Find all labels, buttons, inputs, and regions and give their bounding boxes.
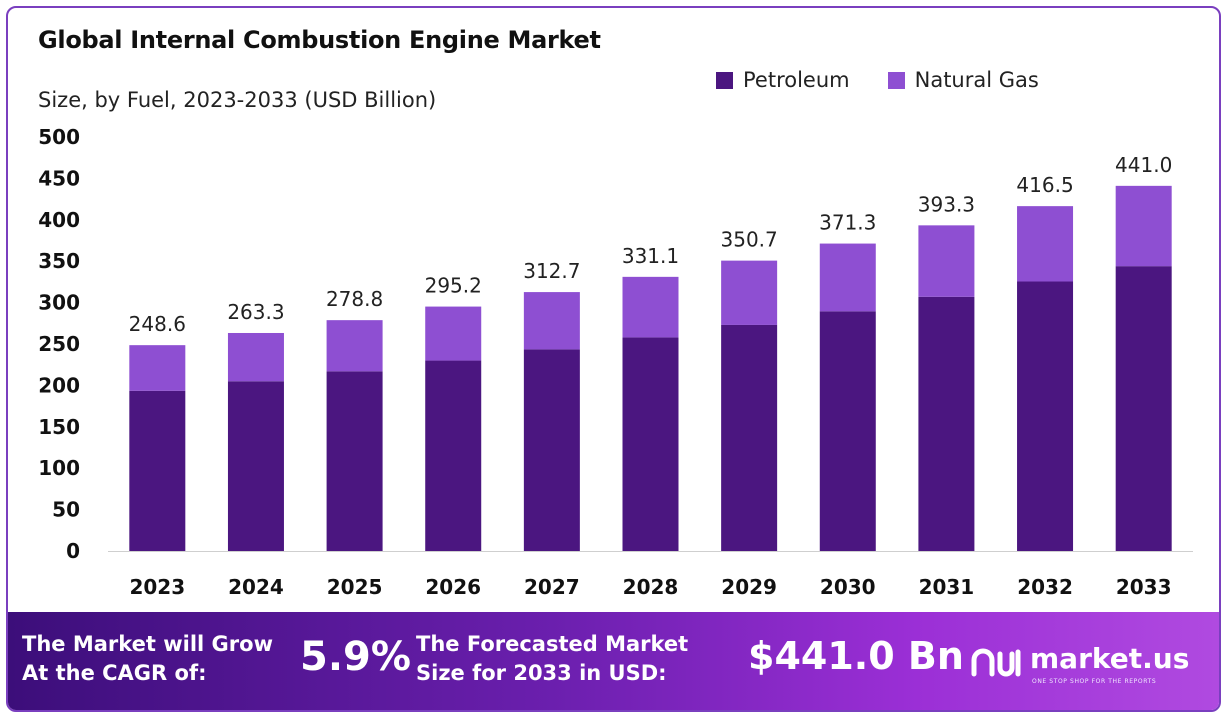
bar-natural-gas xyxy=(819,243,876,312)
y-tick-label: 250 xyxy=(38,332,80,356)
bar-petroleum xyxy=(918,296,975,551)
bar-natural-gas xyxy=(523,292,580,350)
bar-total-label: 295.2 xyxy=(425,274,482,298)
bar-total-label: 350.7 xyxy=(721,228,778,252)
legend-swatch-natural-gas xyxy=(887,71,905,89)
legend-item-natural-gas: Natural Gas xyxy=(887,68,1039,92)
chart-subtitle: Size, by Fuel, 2023-2033 (USD Billion) xyxy=(38,88,437,112)
x-tick-label: 2023 xyxy=(129,575,185,599)
y-tick-label: 500 xyxy=(38,125,80,149)
bar-natural-gas xyxy=(1017,206,1074,282)
x-tick-label: 2027 xyxy=(524,575,580,599)
bar-petroleum xyxy=(1115,266,1172,551)
bar-total-label: 263.3 xyxy=(227,300,284,324)
bar-natural-gas xyxy=(326,320,383,372)
bar-petroleum xyxy=(129,390,186,551)
footer-banner: The Market will Grow At the CAGR of: 5.9… xyxy=(8,612,1219,710)
chart-frame: Global Internal Combustion Engine Market… xyxy=(6,6,1221,712)
bar-natural-gas xyxy=(622,276,679,338)
bar-total-label: 371.3 xyxy=(819,211,876,235)
cagr-value: 5.9% xyxy=(300,634,411,680)
bar-natural-gas xyxy=(1115,185,1172,267)
legend-swatch-petroleum xyxy=(716,71,733,89)
bar-chart: 0 50 100 150 200 250 300 350 400 450 500 248.6 2023 2… xyxy=(38,125,1193,599)
y-tick-label: 350 xyxy=(38,249,80,273)
forecast-label: The Forecasted Market Size for 2033 in U… xyxy=(416,630,688,688)
bar-total-label: 312.7 xyxy=(523,259,580,283)
bar-petroleum xyxy=(523,349,580,551)
y-tick-label: 150 xyxy=(38,415,80,439)
y-tick-label: 450 xyxy=(38,166,80,190)
legend-item-petroleum: Petroleum xyxy=(716,68,850,92)
bar-total-label: 331.1 xyxy=(622,244,679,268)
x-tick-label: 2026 xyxy=(425,575,481,599)
x-tick-label: 2028 xyxy=(623,575,679,599)
x-tick-label: 2032 xyxy=(1017,575,1073,599)
bar-total-label: 393.3 xyxy=(918,192,975,216)
bar-petroleum xyxy=(227,381,284,551)
bar-natural-gas xyxy=(721,260,778,325)
bar-natural-gas xyxy=(227,332,284,382)
bar-total-label: 441.0 xyxy=(1115,153,1172,177)
legend: Petroleum Natural Gas xyxy=(716,68,1039,92)
y-tick-label: 100 xyxy=(38,456,80,480)
x-tick-label: 2025 xyxy=(327,575,383,599)
x-tick-label: 2033 xyxy=(1116,575,1172,599)
x-tick-label: 2031 xyxy=(919,575,975,599)
brand-name: market.us xyxy=(1030,642,1190,675)
y-tick-label: 300 xyxy=(38,291,80,315)
bar-natural-gas xyxy=(918,225,975,297)
forecast-label-line2: Size for 2033 in USD: xyxy=(416,661,667,685)
bar-total-label: 248.6 xyxy=(129,312,186,336)
x-tick-label: 2024 xyxy=(228,575,284,599)
y-tick-label: 0 xyxy=(66,539,80,563)
brand-tagline: ONE STOP SHOP FOR THE REPORTS xyxy=(1032,678,1157,685)
bar-total-label: 278.8 xyxy=(326,287,383,311)
bar-petroleum xyxy=(326,371,383,551)
y-tick-label: 50 xyxy=(52,498,80,522)
bar-petroleum xyxy=(819,311,876,551)
forecast-label-line1: The Forecasted Market xyxy=(416,632,689,656)
bar-petroleum xyxy=(1017,281,1074,551)
cagr-label: The Market will Grow At the CAGR of: xyxy=(22,630,273,688)
x-tick-label: 2029 xyxy=(721,575,777,599)
chart-title: Global Internal Combustion Engine Market xyxy=(38,26,601,54)
bar-petroleum xyxy=(622,337,679,551)
legend-label-petroleum: Petroleum xyxy=(743,68,850,92)
cagr-label-line1: The Market will Grow xyxy=(22,632,273,656)
bar-natural-gas xyxy=(129,345,186,391)
y-tick-label: 400 xyxy=(38,208,80,232)
legend-label-natural-gas: Natural Gas xyxy=(914,68,1039,92)
market-us-logo-icon xyxy=(971,648,1021,677)
bar-petroleum xyxy=(721,324,778,551)
cagr-label-line2: At the CAGR of: xyxy=(22,661,207,685)
y-tick-label: 200 xyxy=(38,373,80,397)
bar-petroleum xyxy=(425,360,482,551)
x-tick-label: 2030 xyxy=(820,575,876,599)
forecast-value: $441.0 Bn xyxy=(748,634,964,678)
bar-total-label: 416.5 xyxy=(1016,173,1073,197)
bar-natural-gas xyxy=(425,306,482,361)
